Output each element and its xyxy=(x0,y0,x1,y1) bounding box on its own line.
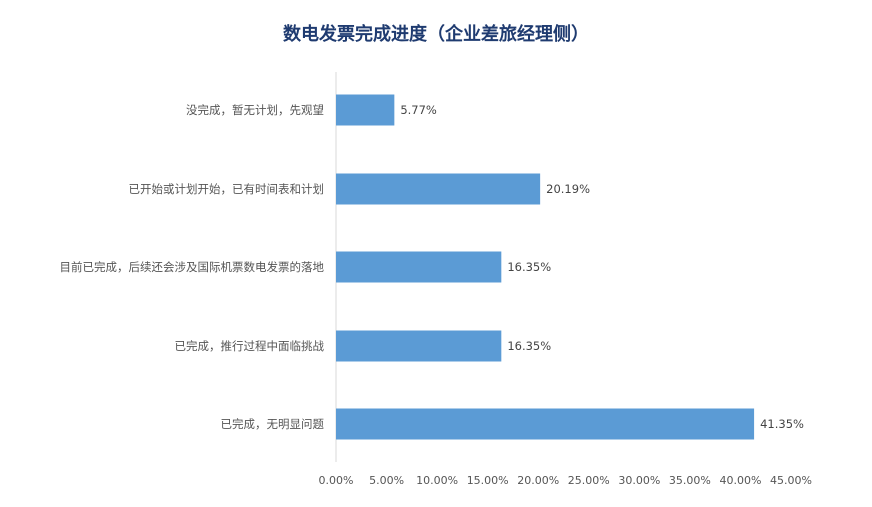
category-label: 已完成，推行过程中面临挑战 xyxy=(175,339,325,353)
data-label: 16.35% xyxy=(507,339,551,353)
bar xyxy=(336,94,395,126)
category-label: 已开始或计划开始，已有时间表和计划 xyxy=(129,182,325,196)
data-label: 41.35% xyxy=(760,417,804,431)
data-label: 20.19% xyxy=(546,182,590,196)
chart-title: 数电发票完成进度（企业差旅经理侧） xyxy=(283,24,589,45)
x-tick-label: 30.00% xyxy=(618,474,660,487)
data-label: 5.77% xyxy=(400,103,437,117)
x-tick-label: 45.00% xyxy=(770,474,812,487)
x-tick-label: 35.00% xyxy=(669,474,711,487)
x-tick-label: 15.00% xyxy=(467,474,509,487)
category-label: 已完成，无明显问题 xyxy=(221,417,325,431)
bar xyxy=(336,408,755,440)
x-tick-label: 25.00% xyxy=(568,474,610,487)
x-tick-label: 5.00% xyxy=(369,474,404,487)
x-tick-label: 0.00% xyxy=(319,474,354,487)
x-tick-label: 40.00% xyxy=(719,474,761,487)
category-label: 目前已完成，后续还会涉及国际机票数电发票的落地 xyxy=(60,260,325,274)
x-tick-label: 10.00% xyxy=(416,474,458,487)
x-tick-label: 20.00% xyxy=(517,474,559,487)
category-label: 没完成，暂无计划，先观望 xyxy=(186,103,324,117)
bar xyxy=(336,251,502,283)
bar xyxy=(336,330,502,362)
data-label: 16.35% xyxy=(507,260,551,274)
bar xyxy=(336,173,541,205)
